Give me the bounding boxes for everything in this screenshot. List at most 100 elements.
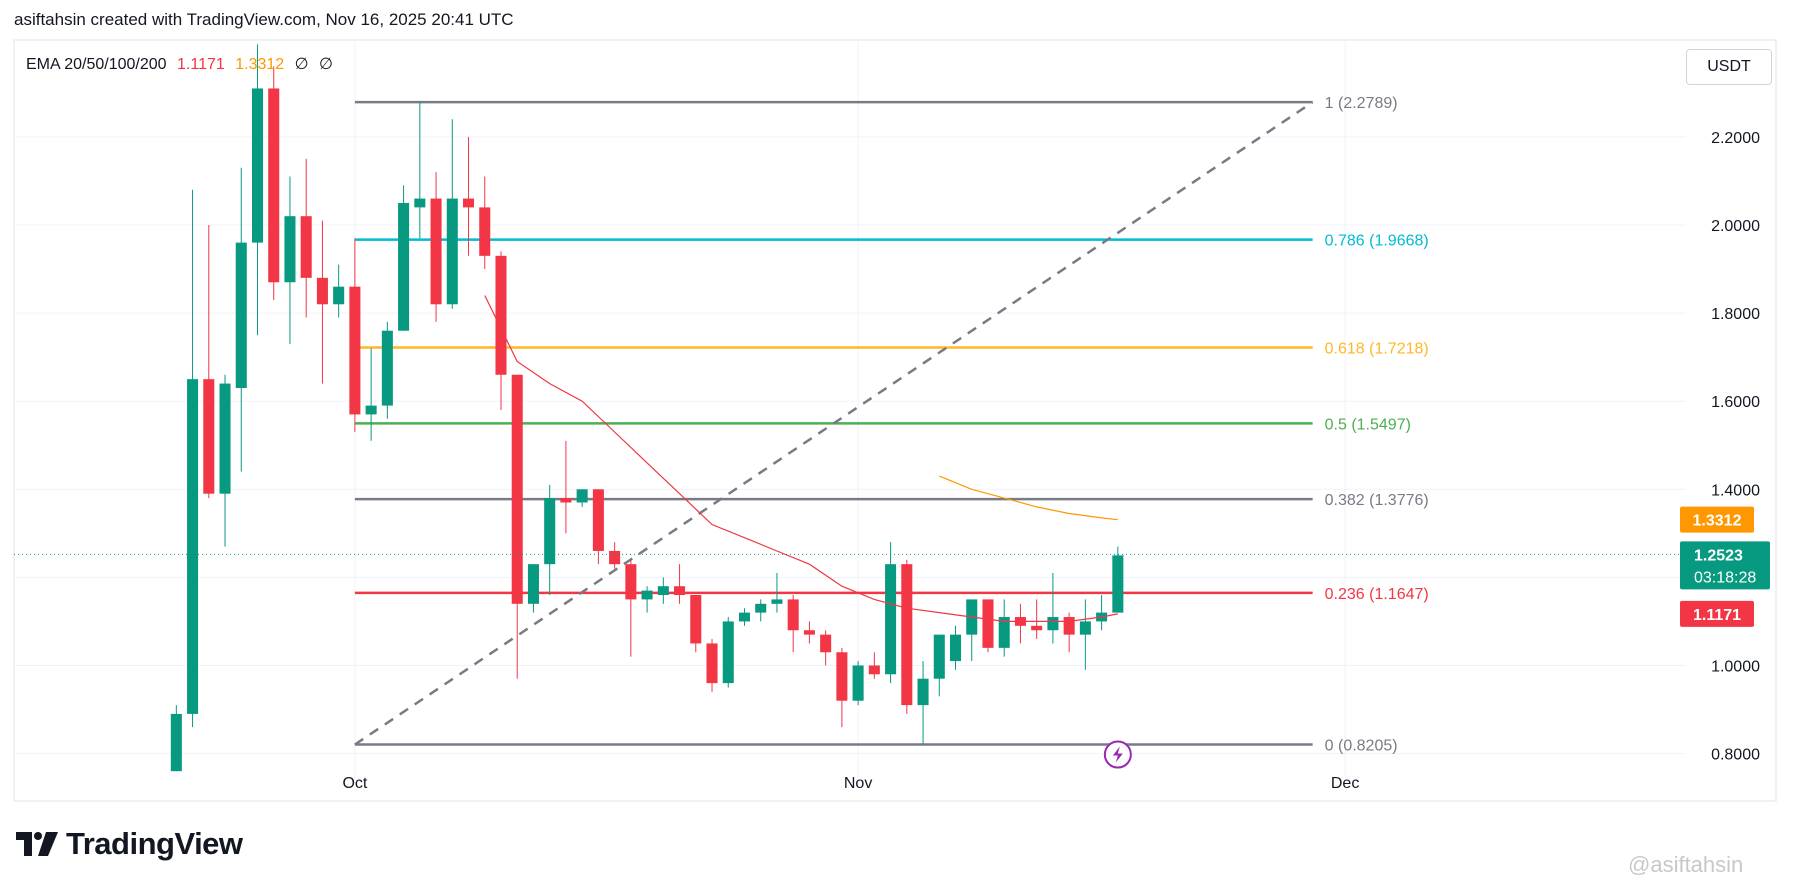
candle-body [414,198,426,208]
last-price-tag: 1.2523 03:18:28 [1680,541,1770,590]
candle-body [609,550,621,565]
grid [14,40,1686,780]
chart-frame [13,39,1777,802]
candle-body [625,564,637,600]
candle-body [1079,621,1091,635]
candle-body [235,242,247,388]
candle-body [722,621,734,684]
tradingview-logo-icon [16,832,58,856]
candle-body [738,612,751,622]
candle-body [933,634,945,679]
y-tick-label: 0.8000 [1711,747,1760,764]
candle-body [463,198,475,208]
tradingview-logo[interactable]: TradingView [16,826,243,862]
candle-body [1031,625,1043,631]
candle-body [430,198,442,305]
ema200-value: ∅ [319,56,333,73]
candle-body [657,586,669,595]
candle-body [917,678,929,706]
candle-body [398,202,410,331]
candle-body [706,643,718,684]
candle-body [690,595,702,644]
candle-body [284,216,296,283]
time-axis[interactable]: Oct Nov Dec [342,775,1359,792]
candle-body [901,564,913,706]
candle-body [527,564,539,604]
ema100-value: ∅ [294,56,309,73]
candle-body [641,590,653,600]
candle-body [820,634,832,653]
y-tick-label: 1.4000 [1711,482,1760,499]
candle-body [187,379,199,714]
candle-body [333,286,345,305]
candle-body [300,216,312,278]
svg-text:1.3312: 1.3312 [1693,513,1742,530]
fib-level-label: 0.786 (1.9668) [1325,233,1429,250]
fibonacci-retracement[interactable]: 1 (2.2789) 0.786 (1.9668) 0.618 (1.7218) 0.… [354,95,1429,755]
candle-body [170,713,182,772]
svg-text:1.1171: 1.1171 [1693,607,1741,624]
candle-body [868,665,880,675]
candle-body [203,379,215,494]
y-tick-label: 2.0000 [1711,218,1760,235]
y-tick-label: 1.0000 [1711,658,1760,675]
candle-body [349,286,361,415]
y-tick-label: 2.2000 [1711,130,1760,147]
candle-body [771,599,783,604]
ema20-value: 1.1171 [177,56,225,73]
candle-body [219,383,231,494]
ema20-price-tag: 1.1171 [1680,600,1754,627]
candle-body [1047,617,1059,631]
candle-body [787,599,799,631]
candle-body [268,88,280,283]
ema50-value: 1.3312 [235,56,285,73]
ema50-price-tag: 1.3312 [1680,506,1754,533]
tradingview-logo-text: TradingView [66,826,243,861]
candle-body [998,617,1010,648]
x-tick-label: Dec [1331,775,1359,792]
x-tick-label: Nov [844,775,872,792]
candle-body [982,599,994,648]
candle-body [755,603,767,613]
candle-body [365,405,377,415]
candle-body [949,634,962,662]
currency-selector[interactable]: USDT [1686,49,1772,85]
candle-body [836,652,848,701]
candle-body [576,489,588,503]
fib-trend-line [354,101,1314,746]
x-tick-label: Oct [342,775,367,792]
ema50-line [939,475,1118,521]
candles [170,44,1124,772]
candle-body [885,564,897,675]
author-watermark: @asiftahsin [1628,852,1744,877]
candle-body [1063,617,1075,635]
fib-level-label: 1 (2.2789) [1325,95,1398,112]
candle-body [495,255,507,375]
svg-text:1.2523: 1.2523 [1694,547,1743,564]
fib-level-label: 0 (0.8205) [1325,738,1398,755]
candle-body [544,498,556,565]
ema-legend[interactable]: EMA 20/50/100/200 1.1171 1.3312 ∅ ∅ [26,54,339,74]
candle-body [560,498,572,503]
ema-legend-title: EMA 20/50/100/200 [26,56,167,73]
fib-level-label: 0.382 (1.3776) [1325,492,1429,509]
candle-body [674,586,686,595]
candle-body [803,630,815,635]
y-tick-label: 1.8000 [1711,306,1760,323]
candle-body [446,198,458,305]
candle-body [592,489,604,551]
candle-body [381,330,393,406]
fib-level-label: 0.5 (1.5497) [1325,416,1411,433]
ema20-line [484,295,1118,622]
price-axis[interactable]: 2.20002.00001.80001.60001.40001.20001.00… [1711,130,1760,764]
fib-level-label: 0.236 (1.1647) [1325,586,1429,603]
y-tick-label: 1.6000 [1711,394,1760,411]
candle-countdown: 03:18:28 [1694,569,1756,586]
candle-body [852,665,864,701]
candle-body [1112,555,1124,613]
fib-level-label: 0.618 (1.7218) [1325,341,1429,358]
candle-body [479,207,491,256]
candle-body [316,277,328,305]
lightning-icon[interactable] [1103,740,1132,769]
